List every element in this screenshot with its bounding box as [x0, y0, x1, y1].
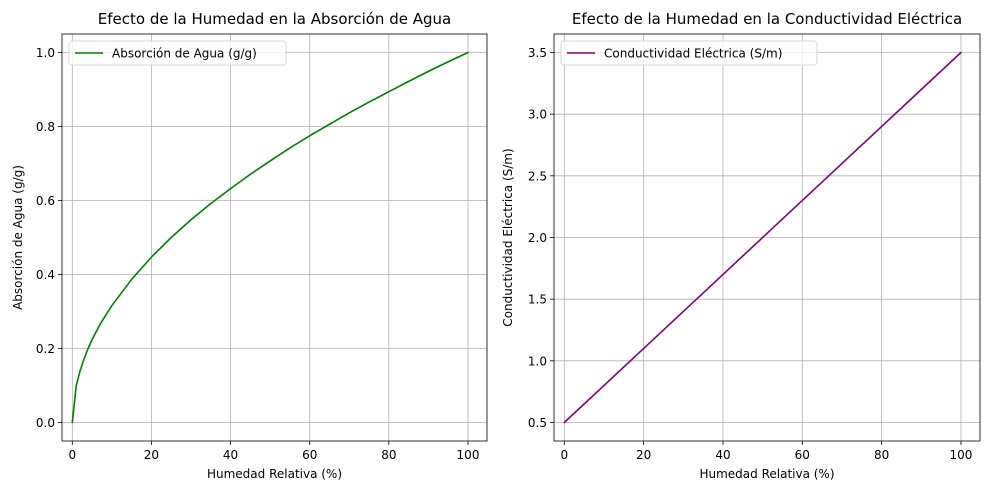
x-axis-label: Humedad Relativa (%): [699, 467, 834, 481]
x-tick-label: 100: [950, 448, 973, 462]
chart-water-absorption: 0 20 40 60 80 100 0.0 0.2 0.4 0.6 0.8 1.0 Efecto de …: [11, 10, 488, 481]
x-tick-label: 40: [715, 448, 730, 462]
chart-title: Efecto de la Humedad en la Conductividad…: [572, 10, 962, 28]
y-tick-label: 2.5: [528, 169, 547, 183]
plot-frame: [553, 33, 981, 442]
y-tick-label: 0.4: [36, 268, 55, 282]
x-axis-label: Humedad Relativa (%): [207, 467, 342, 481]
y-tick-label: 3.0: [528, 108, 547, 122]
x-tick-label: 100: [457, 448, 480, 462]
x-tick-label: 0: [68, 448, 76, 462]
y-tick-label: 0.5: [528, 416, 547, 430]
legend: Absorción de Agua (g/g): [68, 40, 287, 66]
legend-entry: Absorción de Agua (g/g): [112, 47, 257, 61]
legend-box: [560, 40, 818, 66]
plot-frame: [61, 33, 488, 442]
chart-title: Efecto de la Humedad en la Absorción de …: [98, 10, 451, 28]
x-tick-label: 20: [636, 448, 651, 462]
y-tick-label: 3.5: [528, 46, 547, 60]
y-tick-label: 1.0: [528, 354, 547, 368]
legend-entry: Conductividad Eléctrica (S/m): [604, 47, 782, 61]
y-tick-label: 2.0: [528, 231, 547, 245]
x-tick-label: 60: [302, 448, 317, 462]
y-axis-label: Absorción de Agua (g/g): [11, 165, 25, 310]
x-tick-label: 40: [223, 448, 238, 462]
x-tick-label: 20: [144, 448, 159, 462]
y-tick-label: 0.2: [36, 342, 55, 356]
x-tick-label: 80: [874, 448, 889, 462]
x-tick-label: 60: [795, 448, 810, 462]
y-tick-label: 1.0: [36, 46, 55, 60]
legend-box: [68, 40, 287, 66]
y-tick-label: 0.6: [36, 194, 55, 208]
x-tick-label: 80: [381, 448, 396, 462]
x-tick-label: 0: [560, 448, 568, 462]
y-tick-label: 0.8: [36, 120, 55, 134]
y-tick-label: 1.5: [528, 293, 547, 307]
series-line: [71, 51, 469, 424]
legend: Conductividad Eléctrica (S/m): [560, 40, 818, 66]
chart-electrical-conductivity: 0 20 40 60 80 100 0.5 1.0 1.5 2.0 2.5 3.0 3.5 Efecto …: [501, 10, 981, 481]
y-axis-label: Conductividad Eléctrica (S/m): [501, 148, 515, 326]
series-line: [563, 51, 962, 424]
y-tick-label: 0.0: [36, 416, 55, 430]
